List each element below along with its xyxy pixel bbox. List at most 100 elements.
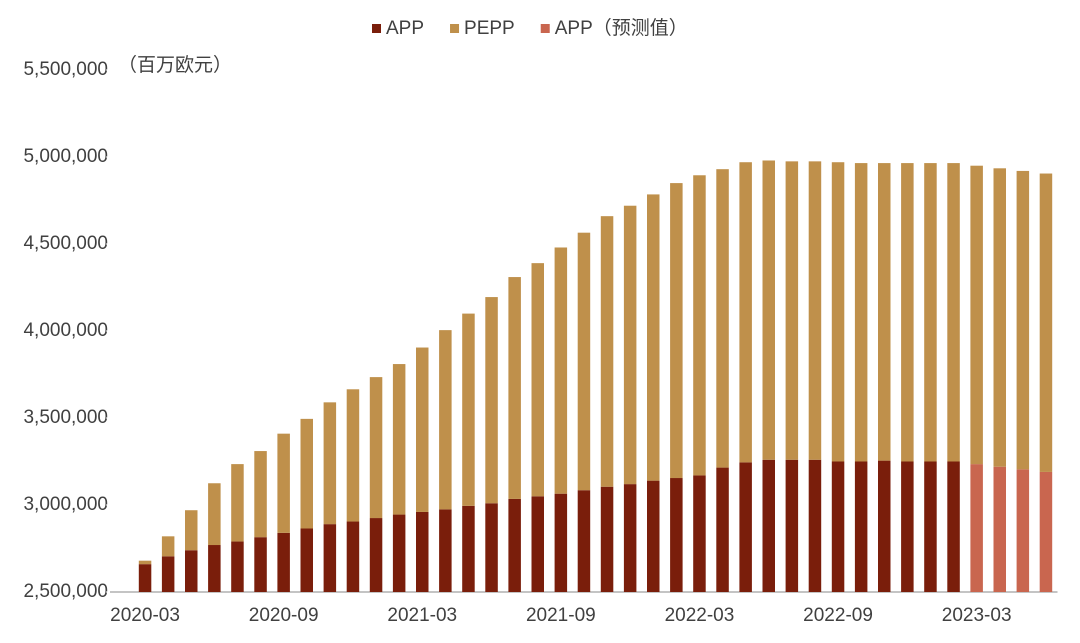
bar-segment	[947, 461, 960, 592]
bar-segment	[161, 536, 175, 557]
bar-segment	[716, 169, 729, 468]
bar-segment	[647, 480, 660, 592]
bar-segment	[392, 514, 406, 592]
bar-segment	[392, 364, 406, 515]
bar-segment	[762, 459, 775, 592]
y-tick-label: 3,000,000	[23, 494, 108, 515]
bar-segment	[346, 389, 360, 522]
bar-segment	[600, 216, 614, 487]
bar-segment	[970, 464, 983, 592]
y-tick-label: 4,500,000	[23, 233, 108, 254]
bar-segment	[231, 541, 244, 592]
bar-segment	[439, 509, 452, 592]
bar-segment	[254, 537, 267, 592]
legend-label: APP（预测值）	[555, 17, 688, 39]
legend-label: PEPP	[464, 18, 515, 39]
bar-segment	[369, 518, 383, 592]
bar-segment	[185, 510, 198, 551]
x-tick-label: 2020-03	[110, 605, 180, 626]
bar-segment	[808, 161, 822, 460]
bar-segment	[577, 490, 591, 592]
bar-segment	[808, 459, 822, 592]
bar-segment	[716, 467, 729, 592]
bar-segment	[369, 377, 383, 519]
legend-swatch	[372, 24, 381, 33]
bar-segment	[185, 550, 198, 592]
bar-segment	[831, 162, 845, 462]
bar-segment	[439, 330, 452, 510]
x-tick-label: 2021-09	[526, 605, 596, 626]
bar-segment	[531, 496, 544, 592]
bar-segment	[878, 163, 891, 461]
bar-segment	[346, 521, 360, 592]
x-tick-label: 2021-03	[387, 605, 457, 626]
bar-segment	[300, 528, 313, 592]
bar-segment	[1039, 173, 1053, 472]
bar-segment	[485, 503, 498, 592]
bar-segment	[462, 313, 475, 506]
bar-segment	[785, 161, 799, 460]
bar-segment	[138, 564, 152, 592]
bar-segment	[623, 484, 637, 592]
bar-segment	[854, 163, 868, 462]
bar-segment	[970, 165, 983, 465]
bar-segment	[508, 498, 521, 592]
bar-segment	[277, 532, 290, 592]
bar-segment	[924, 163, 937, 462]
bar-segment	[231, 464, 244, 542]
bar-segment	[1016, 469, 1030, 592]
bar-segment	[300, 418, 313, 529]
bar-segment	[647, 194, 660, 481]
y-tick-label: 2,500,000	[23, 581, 108, 602]
bar-segment	[161, 556, 175, 592]
bar-segment	[831, 461, 845, 592]
bar-segment	[554, 493, 568, 592]
bar-segment	[208, 483, 221, 546]
bar-segment	[323, 402, 337, 525]
legend-swatch	[540, 24, 550, 33]
bar-segment	[485, 297, 498, 504]
bar-segment	[138, 560, 152, 565]
bar-segment	[254, 451, 267, 538]
bar-segment	[878, 460, 891, 592]
bar-segment	[901, 163, 914, 462]
bar-segment	[1016, 170, 1030, 470]
x-tick-label: 2022-09	[803, 605, 873, 626]
x-tick-label: 2022-03	[665, 605, 735, 626]
bar-segment	[670, 183, 683, 479]
bar-segment	[277, 433, 290, 533]
y-tick-label: 5,000,000	[23, 146, 108, 167]
bar-segment	[623, 205, 637, 485]
y-tick-label: 5,500,000	[23, 59, 108, 80]
bar-segment	[208, 545, 221, 592]
bar-segment	[854, 461, 868, 592]
bar-segment	[947, 163, 960, 462]
bar-segment	[993, 168, 1006, 467]
y-unit-label: （百万欧元）	[118, 54, 232, 76]
bar-segment	[577, 232, 591, 491]
bar-segment	[901, 461, 914, 592]
bar-segment	[693, 175, 706, 476]
y-tick-label: 4,000,000	[23, 320, 108, 341]
bar-segment	[670, 478, 683, 592]
bar-segment	[785, 459, 799, 592]
bar-segment	[1039, 471, 1053, 592]
bar-segment	[416, 511, 429, 592]
bar-segment	[739, 162, 752, 463]
x-tick-label: 2023-03	[942, 605, 1012, 626]
bar-segment	[600, 486, 614, 592]
bar-segment	[531, 263, 544, 497]
bar-segment	[554, 247, 568, 494]
bar-segment	[924, 461, 937, 592]
x-tick-label: 2020-09	[249, 605, 319, 626]
bar-segment	[416, 347, 429, 512]
legend-swatch	[450, 24, 460, 33]
bar-segment	[739, 462, 752, 592]
bar-segment	[323, 524, 337, 592]
bar-segment	[762, 160, 775, 460]
y-tick-label: 3,500,000	[23, 407, 108, 428]
bar-segment	[693, 475, 706, 592]
bar-segment	[462, 505, 475, 592]
legend-label: APP	[386, 18, 424, 39]
